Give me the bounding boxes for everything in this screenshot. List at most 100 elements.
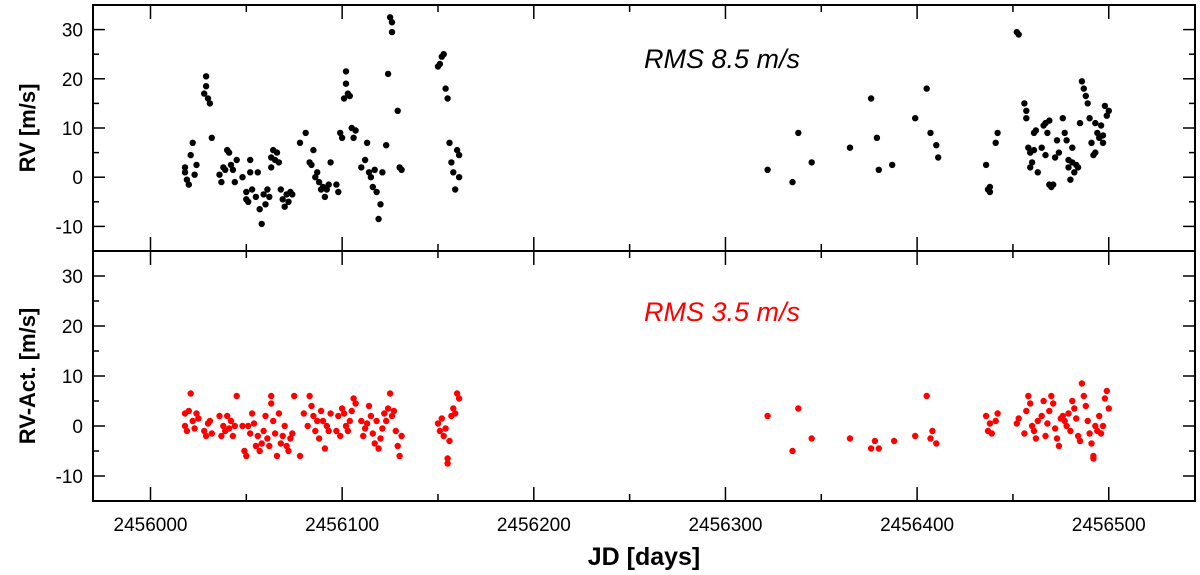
data-point (308, 402, 315, 410)
data-point (1103, 387, 1111, 395)
data-point (302, 129, 309, 137)
data-point (367, 412, 375, 420)
data-point (1071, 405, 1078, 412)
data-point (181, 164, 189, 171)
data-point (394, 107, 401, 115)
plot-frame (92, 4, 1196, 252)
data-point (452, 410, 459, 417)
data-point (1032, 127, 1040, 134)
data-point (1088, 139, 1095, 146)
data-point (1071, 169, 1078, 176)
data-point (455, 151, 463, 159)
data-point (239, 422, 246, 430)
data-point (1092, 422, 1099, 430)
data-point (795, 405, 802, 412)
data-point (346, 417, 353, 425)
data-point (285, 198, 292, 205)
data-point (442, 85, 449, 92)
data-point (1097, 122, 1105, 129)
data-point (381, 410, 388, 417)
data-point (923, 392, 930, 400)
data-point (1015, 415, 1022, 422)
data-point (1084, 100, 1091, 107)
data-point (1092, 149, 1099, 156)
data-point (222, 166, 229, 173)
data-point (912, 432, 919, 440)
data-point (1023, 115, 1030, 122)
data-point (338, 134, 346, 141)
data-point (335, 412, 342, 420)
data-point (181, 169, 189, 176)
data-point (1086, 430, 1093, 437)
data-point (363, 139, 371, 146)
data-point (333, 427, 340, 435)
data-point (208, 430, 215, 437)
data-point (1074, 432, 1082, 440)
data-point (375, 445, 382, 452)
y-tick-label: 30 (62, 21, 83, 42)
data-point (1028, 422, 1036, 430)
data-point (875, 166, 882, 173)
data-point (220, 422, 227, 430)
data-point (191, 425, 198, 432)
data-point (243, 188, 250, 196)
data-point (398, 432, 405, 440)
data-point (1051, 154, 1059, 161)
data-point (1044, 420, 1051, 427)
data-point (270, 417, 277, 425)
data-point (935, 154, 942, 161)
data-point (281, 203, 288, 210)
data-point (1065, 164, 1072, 171)
data-point (325, 181, 332, 188)
data-point (927, 129, 934, 137)
data-point (450, 405, 457, 412)
data-point (245, 198, 252, 205)
data-point (224, 412, 231, 420)
data-point (314, 417, 321, 425)
data-point (867, 445, 875, 452)
data-point (206, 417, 214, 425)
data-point (927, 435, 934, 442)
data-point (452, 186, 459, 193)
data-point (434, 420, 442, 427)
y-axis-title: RV [m/s] (15, 84, 40, 173)
y-tick-label: -10 (56, 467, 83, 488)
data-point (248, 186, 256, 193)
data-point (1059, 115, 1067, 122)
data-point (992, 417, 999, 425)
data-point (371, 440, 378, 447)
data-point (795, 129, 802, 137)
data-point (388, 19, 396, 26)
rms-annotation: RMS 8.5 m/s (644, 44, 800, 74)
data-point (386, 390, 394, 397)
data-point (327, 410, 334, 417)
data-point (889, 161, 896, 169)
data-point (1021, 430, 1028, 437)
data-point (390, 407, 398, 415)
data-point (367, 174, 375, 181)
data-point (350, 395, 357, 402)
data-point (185, 181, 192, 188)
data-point (365, 169, 373, 176)
data-point (1030, 427, 1038, 435)
data-point (187, 390, 194, 397)
data-point (1021, 100, 1028, 107)
data-point (360, 432, 367, 440)
data-point (808, 435, 815, 442)
data-point (789, 447, 796, 455)
data-point (260, 427, 267, 435)
data-point (912, 115, 919, 122)
data-point (1092, 119, 1099, 127)
data-point (444, 95, 451, 102)
data-point (193, 410, 200, 417)
data-point (388, 412, 396, 420)
data-point (1073, 415, 1080, 422)
data-point (386, 14, 394, 21)
y-tick-label: 30 (62, 267, 83, 288)
data-point (277, 440, 284, 447)
y-tick-label: 0 (72, 417, 83, 438)
data-point (982, 412, 990, 420)
data-point (986, 420, 994, 427)
data-point (202, 83, 210, 90)
data-point (247, 156, 254, 164)
